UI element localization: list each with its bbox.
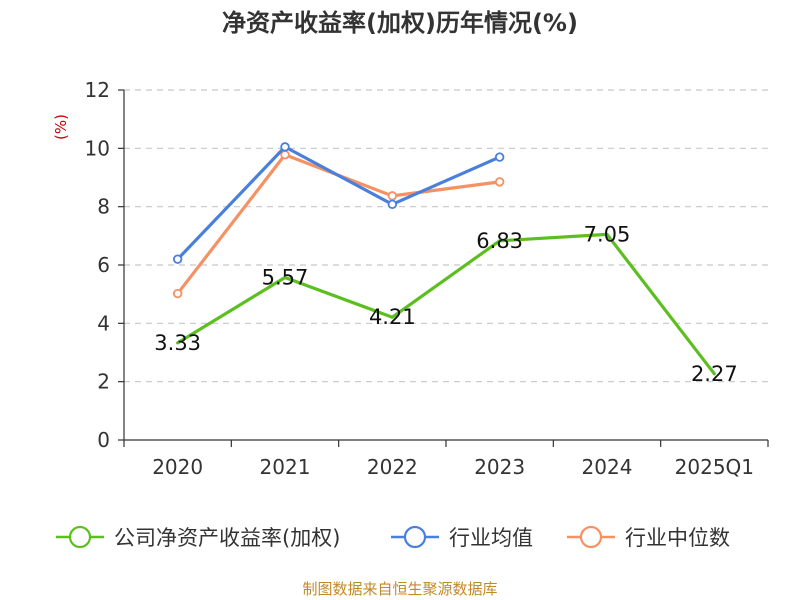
y-axis-unit-label: (%) <box>52 114 70 140</box>
data-label-company-2021: 5.57 <box>262 266 309 290</box>
legend-label-industry_median: 行业中位数 <box>625 526 730 550</box>
point-industry_avg-2023 <box>494 152 505 162</box>
y-tick-label-0: 0 <box>97 428 110 452</box>
point-industry_median-2023 <box>494 177 505 187</box>
legend-label-company: 公司净资产收益率(加权) <box>114 526 340 550</box>
legend-item-industry_avg[interactable]: 行业均值 <box>391 525 533 550</box>
axes: 0 2 4 6 8 10 12 2020 2021 2022 2023 2024 2025Q1 <box>85 78 769 479</box>
point-industry_avg-2022 <box>387 199 398 210</box>
y-tick-label-10: 10 <box>85 136 110 160</box>
series-line-industry_avg <box>176 145 502 261</box>
y-tick-label-6: 6 <box>97 253 110 277</box>
legend-label-industry_avg: 行业均值 <box>449 526 533 550</box>
point-industry_median-2021 <box>280 150 290 160</box>
y-tick-label-2: 2 <box>97 370 110 394</box>
series-line-company <box>176 232 716 376</box>
x-tick-label-2024: 2024 <box>582 455 633 479</box>
data-label-company-2025Q1: 2.27 <box>691 362 738 386</box>
legend-item-industry_median[interactable]: 行业中位数 <box>567 525 730 550</box>
y-tick-label-12: 12 <box>85 78 110 102</box>
y-tick-label-4: 4 <box>97 311 110 335</box>
legend[interactable]: 公司净资产收益率(加权) 行业均值 行业中位数 <box>56 525 730 550</box>
x-tick-label-2021: 2021 <box>260 455 311 479</box>
gridlines <box>124 89 768 383</box>
y-tick-label-8: 8 <box>97 195 110 219</box>
point-industry_median-2020 <box>172 288 183 299</box>
point-industry_median-2022 <box>387 191 398 201</box>
legend-swatch-circle-industry_avg <box>403 525 427 549</box>
x-tick-label-2022: 2022 <box>367 455 418 479</box>
data-label-company-2022: 4.21 <box>369 305 416 329</box>
legend-swatch-circle-industry_median <box>579 525 603 549</box>
point-industry_avg-2021 <box>280 142 290 152</box>
series-lines <box>172 142 716 376</box>
x-tick-label-2023: 2023 <box>474 455 525 479</box>
legend-swatch-circle-company <box>68 525 92 549</box>
data-label-company-2020: 3.33 <box>154 331 201 355</box>
source-note: 制图数据来自恒生聚源数据库 <box>302 580 497 598</box>
legend-item-company[interactable]: 公司净资产收益率(加权) <box>56 525 340 550</box>
x-tick-label-2020: 2020 <box>152 455 203 479</box>
x-tick-label-2025Q1: 2025Q1 <box>675 455 754 479</box>
data-label-company-2024: 7.05 <box>584 222 631 246</box>
point-industry_avg-2020 <box>172 254 183 264</box>
chart-title: 净资产收益率(加权)历年情况(%) <box>222 9 578 37</box>
data-labels: 3.33 5.57 4.21 6.83 7.05 2.27 <box>154 222 737 385</box>
data-label-company-2023: 6.83 <box>476 229 523 253</box>
